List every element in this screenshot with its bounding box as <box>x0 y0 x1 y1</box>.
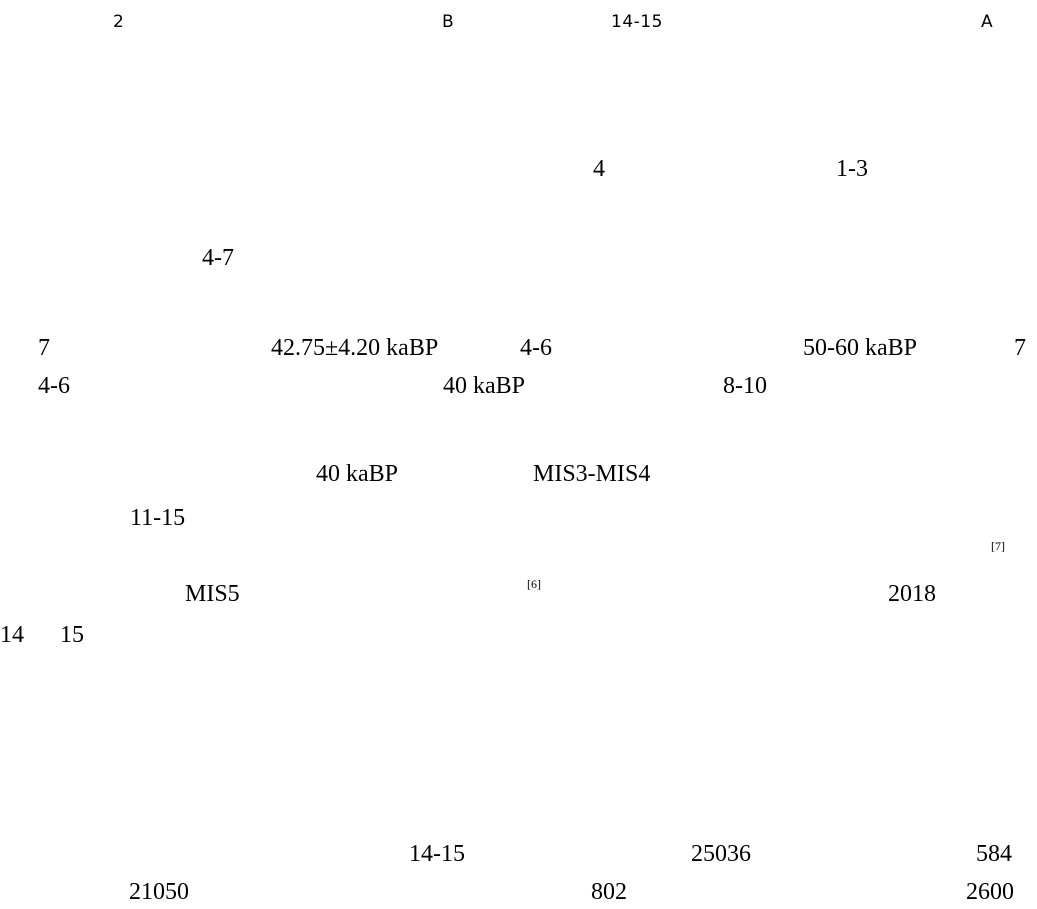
line4-text-1: 7 <box>38 336 50 360</box>
line1-text-3: 14-15 <box>611 14 663 31</box>
line9-text-1: MIS5 <box>185 582 240 606</box>
line4-text-5: 7 <box>1014 336 1026 360</box>
line9-text-3: 2018 <box>888 582 936 606</box>
line4-text-2: 42.75±4.20 kaBP <box>271 336 438 360</box>
line3-text-1: 4-7 <box>202 246 234 270</box>
line10-text-2: 15 <box>60 623 84 647</box>
line1-text-1: 2 <box>113 14 124 31</box>
line12-text-1: 21050 <box>129 880 189 904</box>
line6-text-1: 40 kaBP <box>316 462 398 486</box>
line2-text-1: 4 <box>593 157 605 181</box>
line12-text-3: 2600 <box>966 880 1014 904</box>
citation-6: [6] <box>527 578 541 590</box>
line5-text-3: 8-10 <box>723 374 767 398</box>
line1-text-2: B <box>442 14 454 31</box>
line5-text-2: 40 kaBP <box>443 374 525 398</box>
line4-text-4: 50-60 kaBP <box>803 336 917 360</box>
line12-text-2: 802 <box>591 880 627 904</box>
line11-text-3: 584 <box>976 842 1012 866</box>
citation-7: [7] <box>991 540 1005 552</box>
line11-text-2: 25036 <box>691 842 751 866</box>
line10-text-1: 14 <box>0 623 24 647</box>
line5-text-1: 4-6 <box>38 374 70 398</box>
line11-text-1: 14-15 <box>409 842 465 866</box>
line4-text-3: 4-6 <box>520 336 552 360</box>
line7-text-1: 11-15 <box>130 506 185 530</box>
line6-text-2: MIS3-MIS4 <box>533 462 650 486</box>
line2-text-2: 1-3 <box>836 157 868 181</box>
line1-text-4: A <box>981 14 993 31</box>
